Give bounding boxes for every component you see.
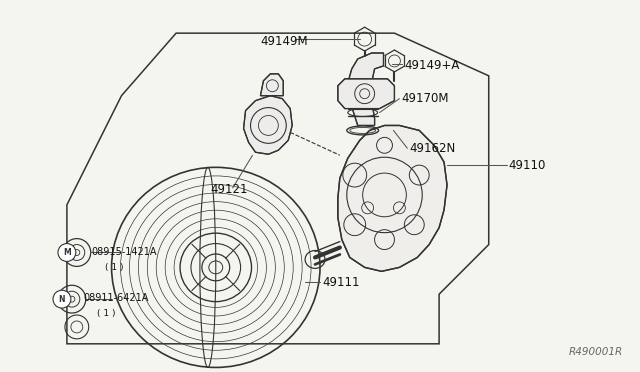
Polygon shape — [348, 53, 383, 125]
Text: ( 1 ): ( 1 ) — [97, 308, 115, 318]
Text: 49149M: 49149M — [260, 35, 308, 48]
Polygon shape — [260, 74, 284, 96]
Text: R490001R: R490001R — [568, 347, 623, 357]
Text: N: N — [59, 295, 65, 304]
Text: 49110: 49110 — [509, 158, 546, 171]
Text: 49121: 49121 — [211, 183, 248, 196]
Text: 08915-1421A: 08915-1421A — [92, 247, 157, 257]
Polygon shape — [338, 79, 394, 109]
Circle shape — [53, 290, 71, 308]
Text: 49149+A: 49149+A — [404, 60, 460, 73]
Text: 49162N: 49162N — [410, 142, 456, 155]
Text: 49170M: 49170M — [401, 92, 449, 105]
Circle shape — [58, 244, 76, 262]
Text: M: M — [63, 248, 71, 257]
Polygon shape — [338, 125, 447, 271]
Text: 08911-6421A: 08911-6421A — [84, 293, 149, 303]
Text: ( 1 ): ( 1 ) — [104, 263, 123, 272]
Polygon shape — [244, 96, 292, 154]
Text: 49111: 49111 — [322, 276, 360, 289]
